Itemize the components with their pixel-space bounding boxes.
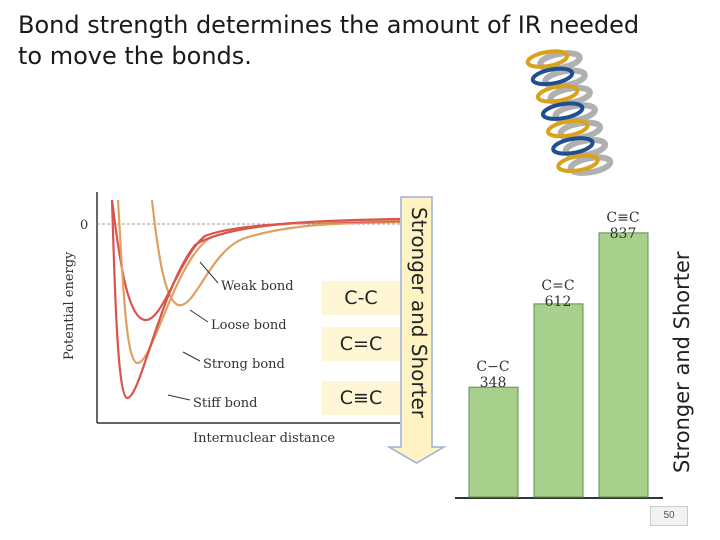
bar-value-cc-triple: 837 bbox=[610, 226, 637, 242]
bond-box-single: C-C bbox=[322, 281, 400, 315]
down-arrow bbox=[386, 196, 447, 464]
zero-label: 0 bbox=[80, 218, 88, 233]
side-label: Stronger and Shorter bbox=[670, 251, 694, 473]
curve-leaders bbox=[167, 261, 219, 401]
bar-label-cc-triple: C≡C bbox=[606, 210, 639, 226]
bar-value-cc-single: 348 bbox=[480, 375, 507, 391]
bond-energy-chart bbox=[455, 232, 663, 499]
y-axis-label: Potential energy bbox=[62, 251, 77, 360]
page-number: 50 bbox=[650, 506, 688, 526]
energy-curves bbox=[110, 199, 401, 400]
weak-bond-label: Weak bond bbox=[221, 279, 294, 294]
loose-bond-label: Loose bond bbox=[211, 318, 287, 333]
weak-bond-curve bbox=[150, 199, 401, 307]
stiff-bond-label: Stiff bond bbox=[193, 396, 258, 411]
bar-label-cc-double: C=C bbox=[541, 278, 574, 294]
bond-box-double: C=C bbox=[322, 327, 400, 361]
bar-label-cc-single: C−C bbox=[476, 359, 509, 375]
stiff-bond-curve bbox=[110, 199, 401, 400]
strong-bond-label: Strong bond bbox=[203, 357, 285, 372]
x-axis-label: Internuclear distance bbox=[193, 431, 335, 446]
arrow-label: Stronger and Shorter bbox=[407, 207, 431, 418]
bond-box-triple: C≡C bbox=[322, 381, 400, 415]
bar-value-cc-double: 612 bbox=[545, 294, 572, 310]
bar-1 bbox=[533, 303, 584, 498]
spring-icon bbox=[525, 49, 614, 176]
bar-2 bbox=[598, 232, 649, 498]
bar-0 bbox=[468, 386, 519, 498]
slide-title: Bond strength determines the amount of I… bbox=[18, 11, 640, 70]
